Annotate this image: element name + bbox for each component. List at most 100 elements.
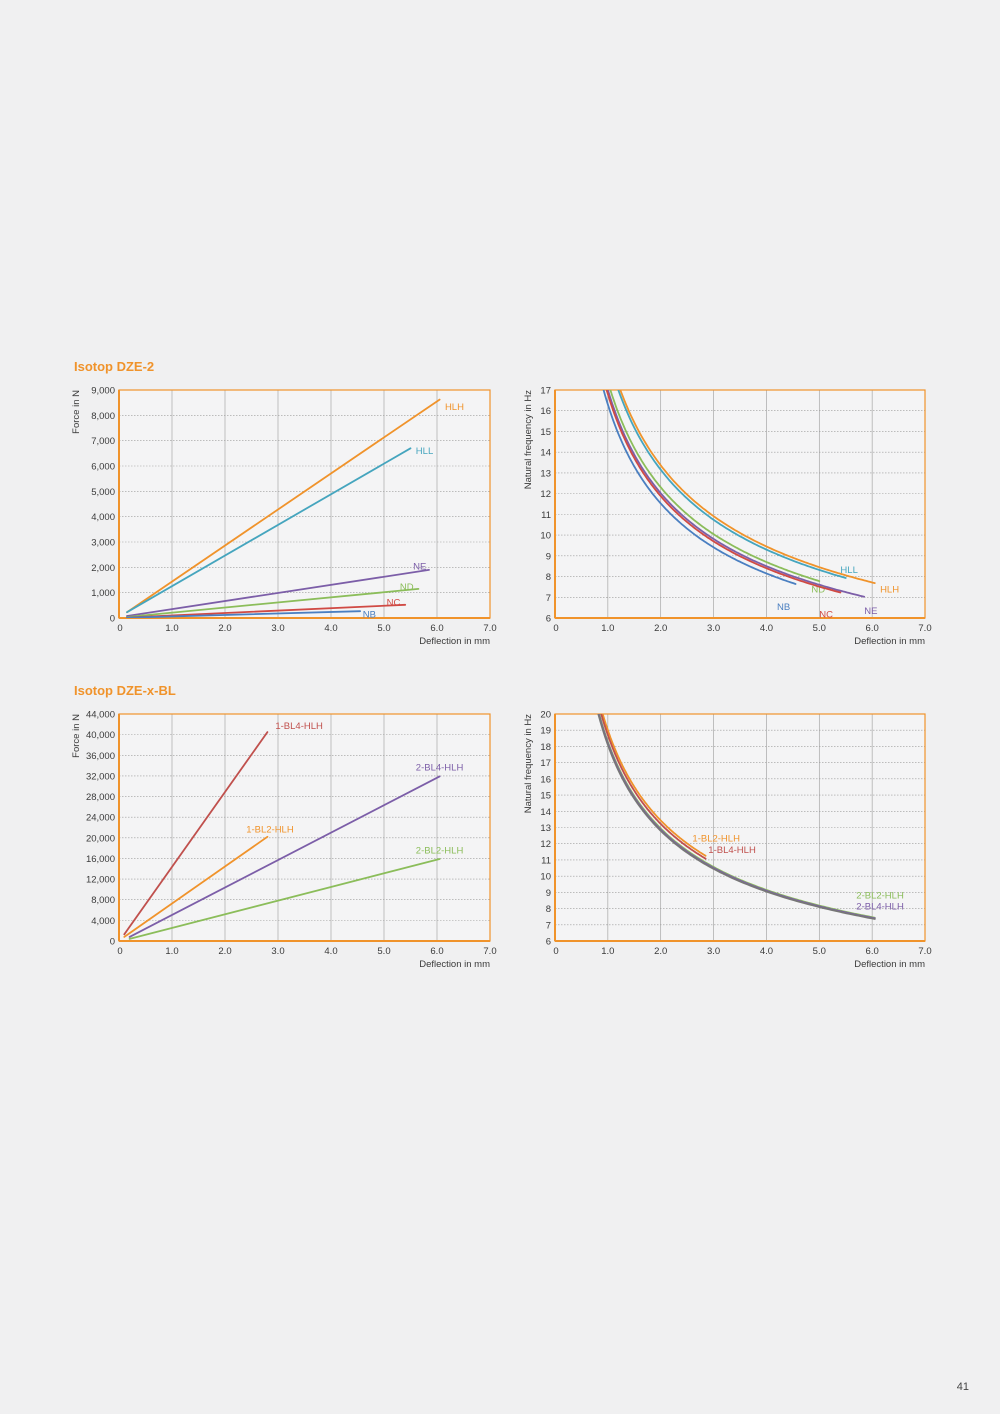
- x-axis-label: Deflection in mm: [419, 959, 490, 970]
- y-tick-label: 16: [540, 406, 551, 417]
- section-title-dze-x-bl: Isotop DZE-x-BL: [74, 683, 176, 698]
- y-tick-label: 17: [540, 758, 551, 769]
- y-tick-label: 40,000: [86, 730, 115, 741]
- y-tick-label: 36,000: [86, 751, 115, 762]
- x-tick-label: 1.0: [165, 623, 178, 634]
- y-tick-label: 0: [110, 614, 115, 625]
- y-tick-label: 9: [546, 888, 551, 899]
- y-tick-label: 8: [546, 572, 551, 583]
- x-tick-label: 2.0: [218, 623, 231, 634]
- x-axis-label: Deflection in mm: [854, 959, 925, 970]
- chart-dze2-force: 0 1,000 2,000 3,000 4,000 5,000 6,000 7,000 8,00…: [71, 386, 497, 648]
- series-line-2-bl2-hlh: [128, 858, 441, 940]
- series-label-2-bl2-hlh: 2-BL2-HLH: [416, 846, 464, 857]
- series-label-hll: HLL: [840, 565, 857, 576]
- y-tick-label: 24,000: [86, 813, 115, 824]
- series-line-nd: [609, 390, 821, 582]
- y-tick-label: 12: [540, 489, 551, 500]
- y-tick-label: 12,000: [86, 875, 115, 886]
- series-line-hll: [617, 390, 847, 579]
- series-label-hll: HLL: [416, 446, 433, 457]
- series-label-nd: ND: [400, 582, 414, 593]
- x-axis-label: Deflection in mm: [419, 636, 490, 647]
- plot-area: [119, 714, 490, 941]
- y-tick-label: 8,000: [91, 895, 115, 906]
- y-tick-label: 4,000: [91, 512, 115, 523]
- x-tick-label: 7.0: [483, 623, 496, 634]
- series-label-ne: NE: [413, 562, 426, 573]
- series-label-2-bl2-hlh: 2-BL2-HLH: [856, 890, 904, 901]
- plot-area: [555, 390, 925, 618]
- y-tick-label: 3,000: [91, 538, 115, 549]
- series-line-1-bl4-hlh: [123, 731, 269, 936]
- x-tick-label: 2.0: [654, 623, 667, 634]
- series-line-nc: [605, 390, 842, 594]
- x-tick-label: 4.0: [324, 623, 337, 634]
- y-tick-label: 4,000: [91, 916, 115, 927]
- x-tick-label: 3.0: [707, 623, 720, 634]
- y-tick-label: 10: [540, 872, 551, 883]
- series-line-ne: [607, 390, 866, 598]
- series-label-1-bl2-hlh: 1-BL2-HLH: [246, 825, 294, 836]
- series-label-hlh: HLH: [880, 584, 899, 595]
- x-tick-label: 4.0: [760, 623, 773, 634]
- y-tick-label: 1,000: [91, 588, 115, 599]
- series-line-nc: [126, 603, 407, 618]
- y-tick-label: 10: [540, 531, 551, 542]
- y-tick-label: 9,000: [91, 386, 115, 397]
- y-tick-label: 28,000: [86, 792, 115, 803]
- series-label-ne: NE: [864, 606, 877, 617]
- y-tick-label: 32,000: [86, 771, 115, 782]
- x-tick-label: 5.0: [813, 623, 826, 634]
- y-tick-label: 44,000: [86, 710, 115, 721]
- y-tick-label: 9: [546, 551, 551, 562]
- y-tick-label: 14: [540, 448, 551, 459]
- series-label-nb: NB: [363, 610, 376, 621]
- series-label-nb: NB: [777, 602, 790, 613]
- series-label-1-bl4-hlh: 1-BL4-HLH: [708, 845, 756, 856]
- y-tick-label: 5,000: [91, 487, 115, 498]
- x-tick-label: 4.0: [324, 946, 337, 957]
- series-line-1-bl2-hlh: [123, 835, 269, 938]
- y-tick-label: 14: [540, 807, 551, 818]
- x-tick-label: 0: [117, 623, 122, 634]
- x-tick-label: 1.0: [601, 946, 614, 957]
- series-line-hlh: [126, 398, 441, 614]
- y-tick-label: 17: [540, 386, 551, 397]
- series-label-hlh: HLH: [445, 402, 464, 413]
- series-line-1-bl2-hlh: [601, 714, 707, 857]
- x-tick-label: 5.0: [377, 946, 390, 957]
- y-axis-label: Force in N: [71, 390, 82, 434]
- y-tick-label: 19: [540, 726, 551, 737]
- x-tick-label: 4.0: [760, 946, 773, 957]
- y-tick-label: 7: [546, 593, 551, 604]
- x-tick-label: 7.0: [918, 623, 931, 634]
- y-tick-label: 7: [546, 920, 551, 931]
- x-tick-label: 0: [117, 946, 122, 957]
- x-tick-label: 6.0: [866, 623, 879, 634]
- y-tick-label: 15: [540, 427, 551, 438]
- y-tick-label: 11: [541, 855, 551, 866]
- y-tick-label: 16: [540, 774, 551, 785]
- series-label-nd: ND: [811, 584, 825, 595]
- y-axis-label: Natural frequency in Hz: [523, 390, 534, 490]
- y-axis-label: Force in N: [71, 714, 82, 758]
- x-tick-label: 6.0: [430, 623, 443, 634]
- chart-dzebl-force: 0 4,000 8,000 12,000 16,000 20,000 24,000 28,00…: [71, 710, 497, 971]
- y-axis-label: Natural frequency in Hz: [523, 714, 534, 814]
- x-tick-label: 3.0: [271, 946, 284, 957]
- series-line-1-bl4-hlh: [600, 714, 707, 860]
- y-tick-label: 13: [540, 823, 551, 834]
- series-label-nc: NC: [387, 597, 401, 608]
- x-tick-label: 6.0: [866, 946, 879, 957]
- y-tick-label: 8,000: [91, 411, 115, 422]
- y-tick-label: 6: [546, 937, 551, 948]
- y-tick-label: 15: [540, 791, 551, 802]
- series-label-1-bl4-hlh: 1-BL4-HLH: [275, 721, 323, 732]
- x-tick-label: 3.0: [707, 946, 720, 957]
- y-tick-label: 6,000: [91, 462, 115, 473]
- series-line-nb: [126, 610, 361, 618]
- x-tick-label: 2.0: [654, 946, 667, 957]
- x-tick-label: 0: [553, 946, 558, 957]
